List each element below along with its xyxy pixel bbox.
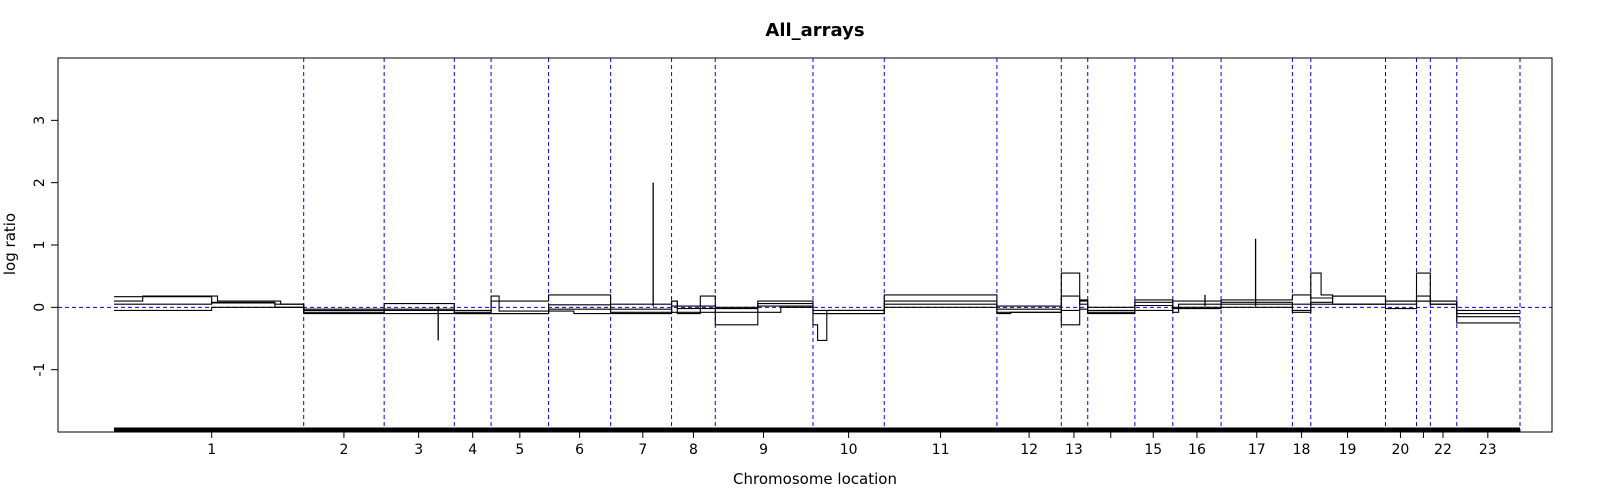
- series-line: [114, 300, 1520, 326]
- x-tick-label: 20: [1392, 442, 1410, 458]
- x-tick-label: 22: [1434, 442, 1452, 458]
- x-tick-label: 9: [759, 442, 768, 458]
- x-tick-label: 5: [515, 442, 524, 458]
- x-tick-label: 19: [1339, 442, 1357, 458]
- x-tick-label: 6: [575, 442, 584, 458]
- x-tick-label: 23: [1479, 442, 1497, 458]
- x-tick-label: 13: [1065, 442, 1083, 458]
- y-tick-label: 3: [32, 116, 48, 125]
- x-tick-label: 7: [638, 442, 647, 458]
- chart-title: All_arrays: [765, 20, 864, 41]
- x-tick-label: 18: [1293, 442, 1311, 458]
- y-tick-label: -1: [32, 363, 48, 377]
- y-tick-label: 2: [32, 178, 48, 187]
- series-line: [114, 295, 1520, 341]
- x-tick-label: 2: [339, 442, 348, 458]
- y-tick-label: 0: [32, 303, 48, 312]
- x-tick-label: 10: [840, 442, 858, 458]
- x-tick-label: 16: [1188, 442, 1206, 458]
- x-tick-label: 17: [1248, 442, 1266, 458]
- y-tick-label: 1: [32, 241, 48, 250]
- x-tick-label: 8: [689, 442, 698, 458]
- x-tick-label: 4: [468, 442, 477, 458]
- x-tick-label: 3: [414, 442, 423, 458]
- plot-frame: [57, 57, 1553, 433]
- x-tick-label: 1: [207, 442, 216, 458]
- x-tick-label: 15: [1144, 442, 1162, 458]
- x-tick-label: 12: [1020, 442, 1038, 458]
- y-axis-label: log ratio: [1, 213, 19, 275]
- x-tick-label: 11: [932, 442, 950, 458]
- x-axis-label: Chromosome location: [733, 470, 897, 488]
